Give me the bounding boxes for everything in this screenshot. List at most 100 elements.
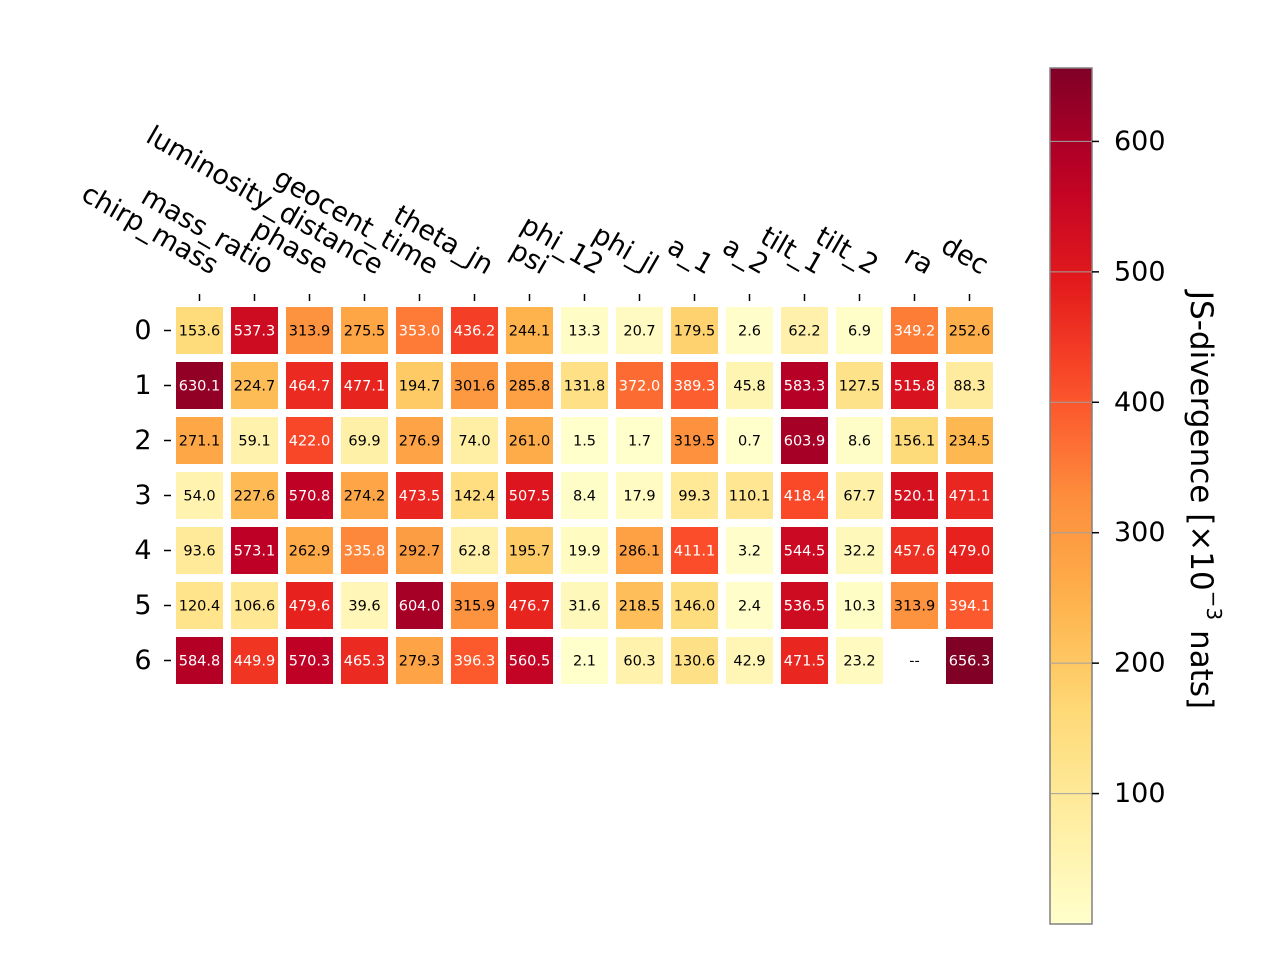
heatmap-cell	[341, 417, 388, 464]
cell-value-label: 292.7	[399, 544, 441, 560]
heatmap-cell	[781, 527, 828, 574]
colorbar-label-exponent: −3	[1203, 591, 1227, 620]
heatmap-cell	[506, 307, 553, 354]
heatmap-cell	[616, 307, 663, 354]
cell-value-label: 8.4	[573, 489, 596, 505]
heatmap-cell	[341, 472, 388, 519]
heatmap-cell	[781, 472, 828, 519]
heatmap-cell	[341, 582, 388, 629]
heatmap-cell	[451, 582, 498, 629]
cell-value-label: 583.3	[784, 379, 826, 395]
cell-value-label: 457.6	[894, 544, 936, 560]
cell-value-label: 536.5	[784, 599, 826, 615]
cell-value-label: 573.1	[234, 544, 276, 560]
colorbar-label-main: JS-divergence [×10	[1184, 289, 1220, 591]
cell-value-label: 99.3	[678, 489, 710, 505]
heatmap-cell	[671, 582, 718, 629]
cell-value-label: 335.8	[344, 544, 386, 560]
colorbar: 100 200 300 400 500 600 JS-divergence [×10−3 …	[1049, 67, 1227, 925]
heatmap-cell	[231, 472, 278, 519]
heatmap-cell	[891, 472, 938, 519]
heatmap-cell	[341, 307, 388, 354]
cell-value-label: 106.6	[234, 599, 276, 615]
cell-value-label: 396.3	[454, 654, 496, 670]
heatmap-cell	[286, 582, 333, 629]
row-label: 3	[134, 480, 151, 511]
heatmap-cell	[396, 472, 443, 519]
heatmap-cell	[176, 527, 223, 574]
heatmap-cell	[726, 307, 773, 354]
heatmap-cell	[506, 637, 553, 684]
heatmap-cell	[671, 472, 718, 519]
cell-value-label: 6.9	[848, 324, 871, 340]
cell-value-label: 301.6	[454, 379, 496, 395]
cell-value-label: 120.4	[179, 599, 221, 615]
heatmap-cell	[176, 362, 223, 409]
cell-value-label: 195.7	[509, 544, 551, 560]
cell-value-label: 234.5	[949, 434, 991, 450]
cell-value-label: 88.3	[953, 379, 985, 395]
cell-value-label: 252.6	[949, 324, 991, 340]
cell-value-label: 142.4	[454, 489, 496, 505]
cell-value-label: 411.1	[674, 544, 716, 560]
cell-value-label: 422.0	[289, 434, 331, 450]
cell-value-label: 276.9	[399, 434, 441, 450]
heatmap-cell	[286, 527, 333, 574]
row-labels: 0 1 2 3 4 5 6	[134, 315, 171, 676]
colorbar-tick-label: 400	[1114, 387, 1166, 418]
cell-value-label: 604.0	[399, 599, 441, 615]
heatmap-cell	[891, 417, 938, 464]
heatmap-cell	[781, 362, 828, 409]
cell-value-label: 471.5	[784, 654, 826, 670]
cell-value-label: 515.8	[894, 379, 936, 395]
heatmap-cell	[836, 637, 883, 684]
cell-value-label: 473.5	[399, 489, 441, 505]
cell-value-label: 560.5	[509, 654, 551, 670]
cell-value-label: 436.2	[454, 324, 496, 340]
cell-value-label: 17.9	[623, 489, 655, 505]
heatmap-cell	[891, 362, 938, 409]
cell-value-label: 479.6	[289, 599, 331, 615]
heatmap-cell	[176, 582, 223, 629]
cell-value-label: 32.2	[843, 544, 875, 560]
cell-value-label: 153.6	[179, 324, 221, 340]
heatmap-cell	[671, 307, 718, 354]
heatmap-cell	[286, 417, 333, 464]
heatmap-cell	[616, 472, 663, 519]
heatmap-cell	[836, 582, 883, 629]
cell-value-label: 630.1	[179, 379, 221, 395]
cell-value-label: 227.6	[234, 489, 276, 505]
heatmap-cell	[396, 582, 443, 629]
row-label: 2	[134, 425, 151, 456]
heatmap-cell	[396, 527, 443, 574]
cell-value-label: 603.9	[784, 434, 826, 450]
heatmap-cell	[506, 527, 553, 574]
heatmap-cell	[946, 417, 993, 464]
heatmap-cell	[616, 417, 663, 464]
heatmap-cell	[726, 417, 773, 464]
heatmap-cell	[176, 472, 223, 519]
heatmap-cells: 153.6 537.3 313.9 275.5 353.0 436.2 244.1 13.3 2…	[176, 307, 993, 684]
heatmap-cell	[781, 637, 828, 684]
cell-value-label: 279.3	[399, 654, 441, 670]
heatmap-cell	[451, 472, 498, 519]
column-label: dec	[936, 230, 994, 281]
heatmap-cell	[616, 637, 663, 684]
heatmap-cell	[781, 417, 828, 464]
heatmap-cell	[836, 527, 883, 574]
colorbar-tick-lines	[1050, 140, 1092, 795]
heatmap-cell	[836, 307, 883, 354]
cell-value-label: 1.7	[628, 434, 651, 450]
column-ticks	[198, 294, 971, 301]
heatmap-cell	[506, 417, 553, 464]
colorbar-ticks: 100 200 300 400 500 600	[1092, 126, 1166, 809]
cell-value-label: 544.5	[784, 544, 826, 560]
cell-value-label: --	[909, 654, 919, 670]
cell-value-label: 110.1	[729, 489, 771, 505]
heatmap-cell	[946, 637, 993, 684]
cell-value-label: 93.6	[183, 544, 215, 560]
colorbar-tick-label: 500	[1114, 256, 1166, 287]
cell-value-label: 476.7	[509, 599, 551, 615]
cell-value-label: 218.5	[619, 599, 661, 615]
cell-value-label: 449.9	[234, 654, 276, 670]
